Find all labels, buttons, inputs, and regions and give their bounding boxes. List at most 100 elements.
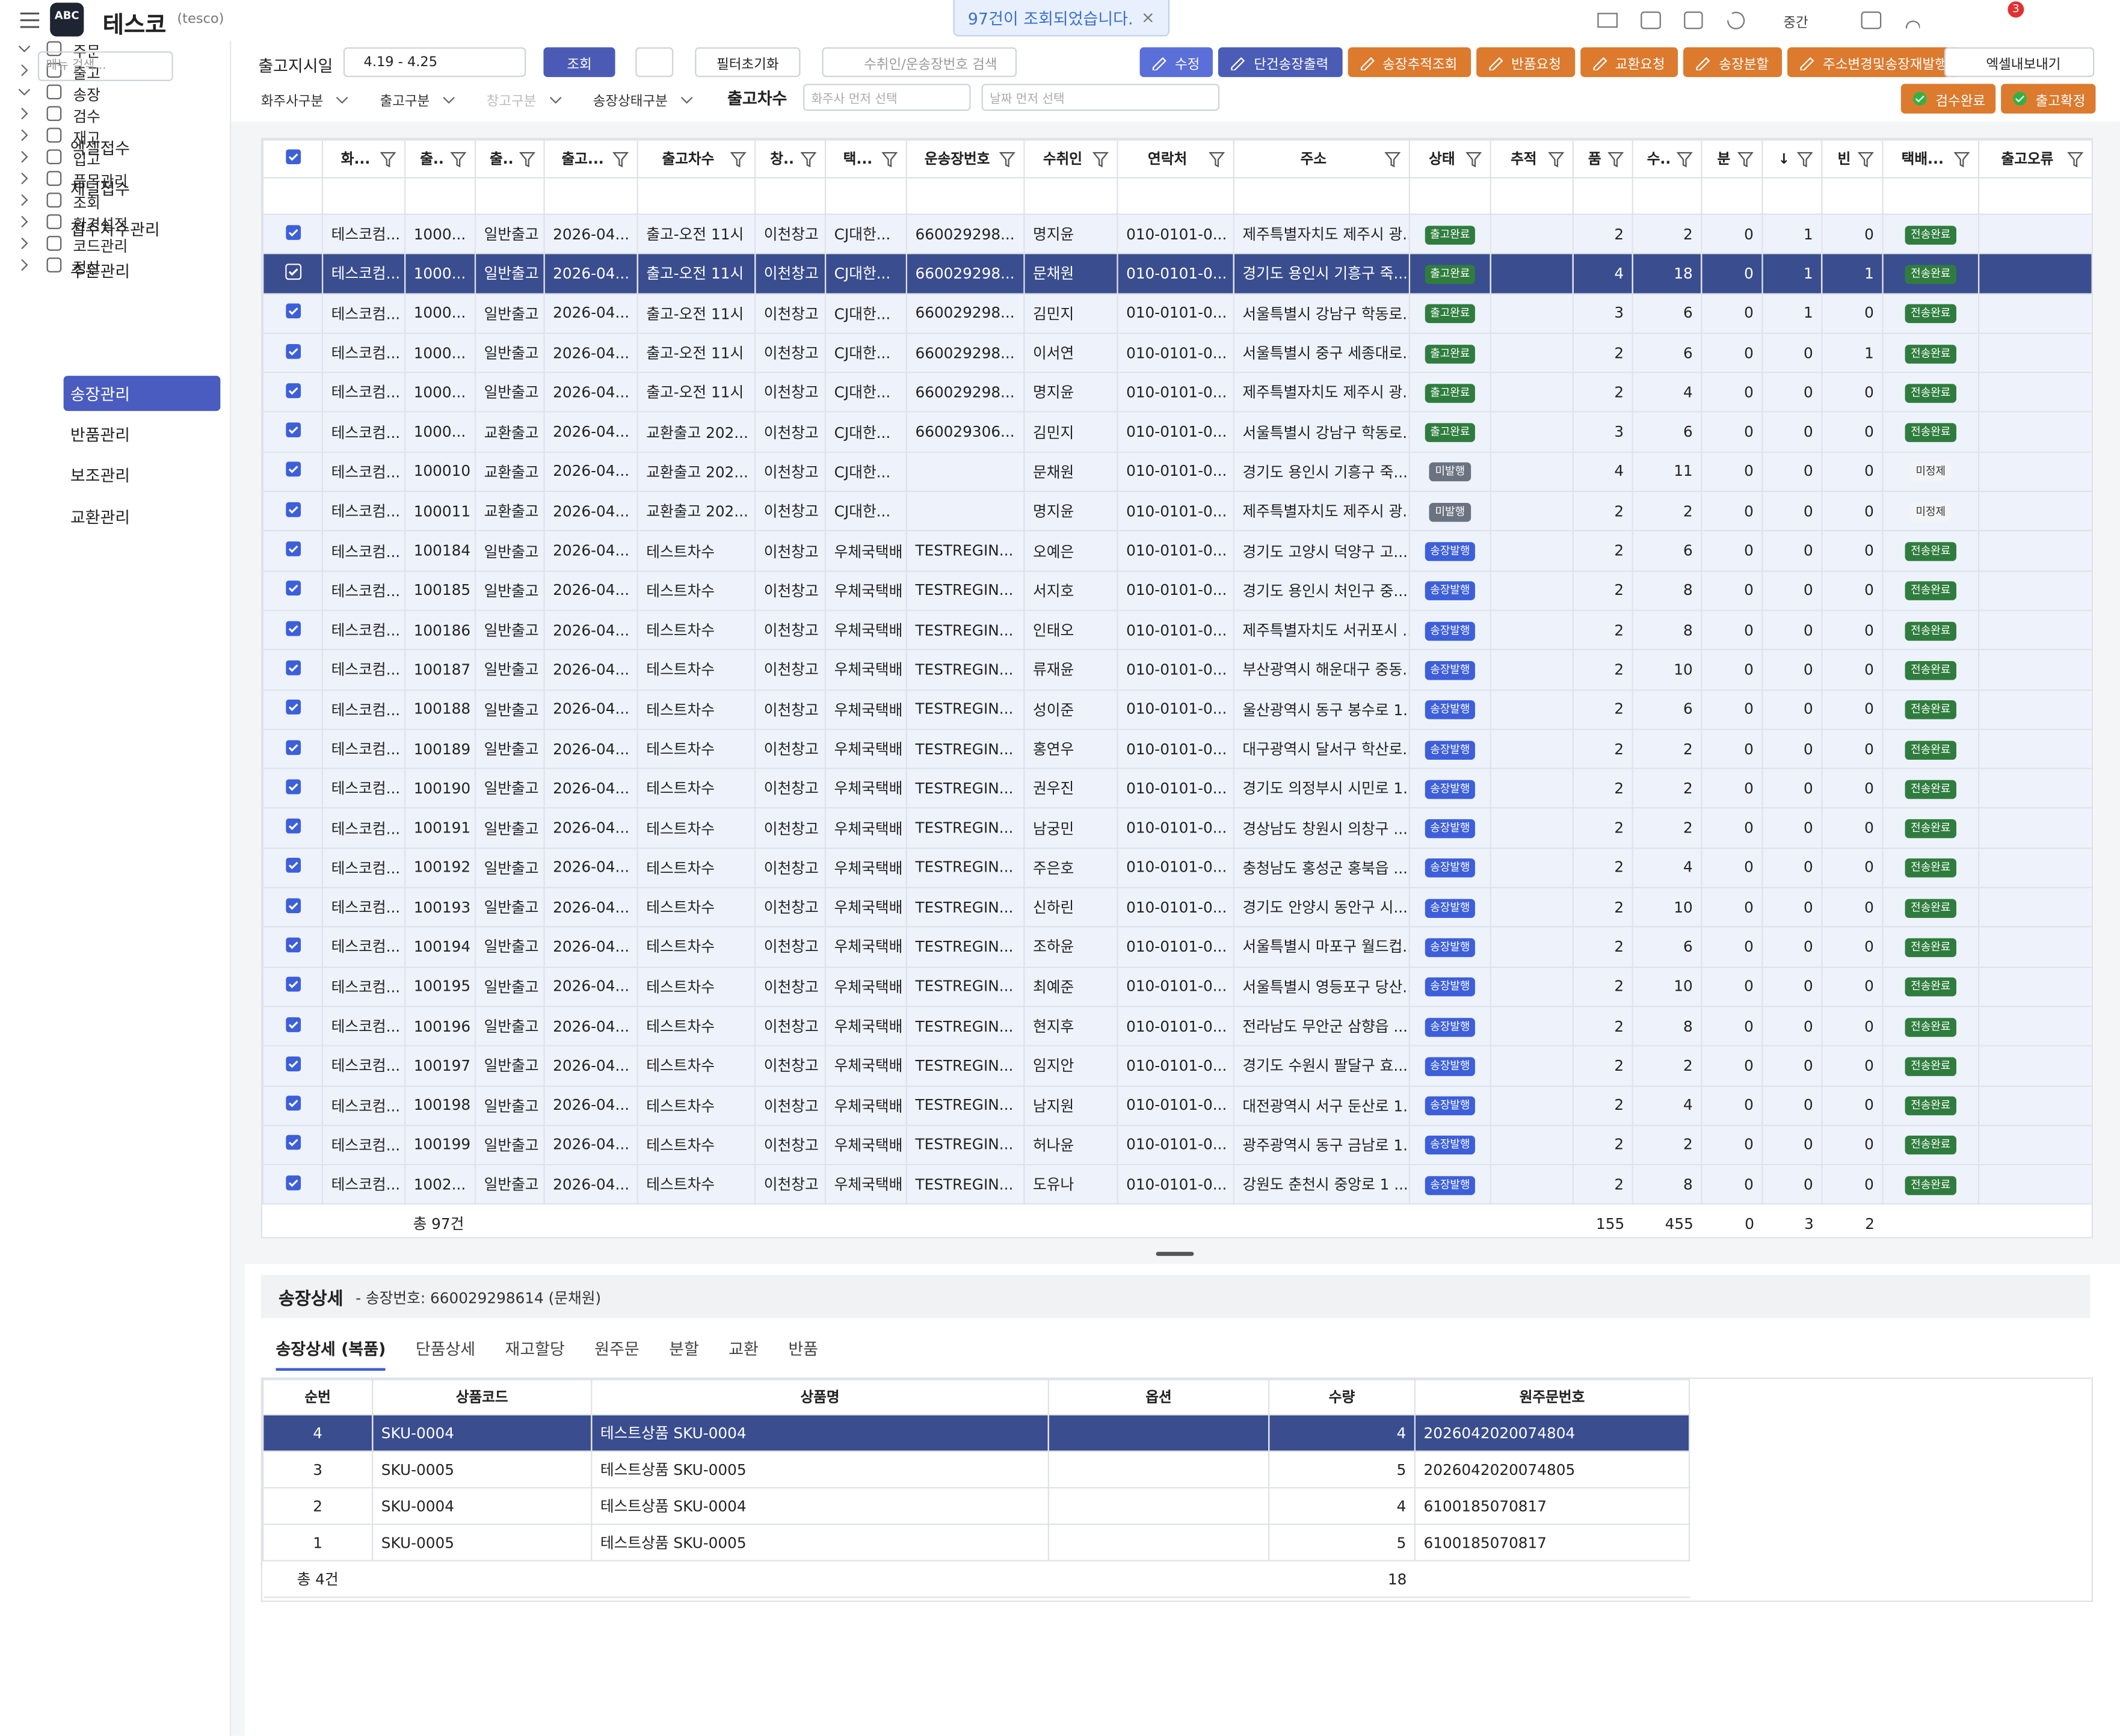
dropdown-icon[interactable] <box>547 91 563 108</box>
filter-icon[interactable] <box>881 151 898 167</box>
checkbox[interactable] <box>285 1016 301 1032</box>
column-header[interactable]: 추적 <box>1490 139 1574 179</box>
grid-row[interactable]: 테스코컴... 100199 일반출고 2026-04... 테스트차수 이천창고 우체국택… <box>262 1124 2092 1166</box>
row-checkbox[interactable] <box>262 253 324 295</box>
expand-icon[interactable] <box>16 214 32 230</box>
submenu-item[interactable]: 보조관리 <box>70 466 131 486</box>
row-checkbox[interactable] <box>262 1005 324 1047</box>
menu-icon[interactable] <box>46 84 62 100</box>
checkbox[interactable] <box>285 263 301 280</box>
dropdown-icon[interactable] <box>679 91 695 108</box>
filter-select[interactable]: 송장상태구분 <box>593 89 695 109</box>
menu-search[interactable]: 메뉴 검색... <box>37 51 173 81</box>
search-button[interactable]: 조회 <box>543 47 615 78</box>
submenu-item[interactable]: 채널접수 <box>70 180 131 199</box>
action-icon[interactable] <box>1911 91 1927 107</box>
row-checkbox[interactable] <box>262 887 324 928</box>
checkbox[interactable] <box>285 461 301 478</box>
logo[interactable]: ABC <box>50 2 84 37</box>
menu-icon[interactable] <box>46 62 62 78</box>
expand-icon[interactable] <box>16 105 32 122</box>
grid-row[interactable]: 테스코컴... 100189 일반출고 2026-04... 테스트차수 이천창고 우체국택… <box>262 728 2092 770</box>
column-header[interactable]: 수취인 <box>1023 139 1118 179</box>
detail-row[interactable]: 3 SKU-0005 테스트상품 SKU-0005 5 2026042020074805 <box>262 1450 1690 1489</box>
submenu-item[interactable]: 주문관리 <box>70 262 131 281</box>
expand-icon[interactable] <box>16 127 32 143</box>
refresh-button[interactable] <box>635 47 674 78</box>
column-header[interactable]: 출고차수 <box>636 139 756 179</box>
grid-row[interactable]: 테스코컴... 100188 일반출고 2026-04... 테스트차수 이천창고 우체국택… <box>262 689 2092 730</box>
menu-icon[interactable] <box>46 257 62 273</box>
batch-action-button[interactable]: 출고확정 <box>2001 84 2096 114</box>
splitter[interactable] <box>1156 1252 1194 1256</box>
expand-icon[interactable] <box>16 40 32 57</box>
row-checkbox[interactable] <box>262 490 324 532</box>
checkbox[interactable] <box>285 383 301 399</box>
column-header[interactable]: 상태 <box>1408 139 1491 179</box>
batch-action-button[interactable]: 검수완료 <box>1900 84 1996 114</box>
action-button[interactable]: 단건송장출력 <box>1218 47 1342 78</box>
column-header[interactable]: 화... <box>321 139 406 179</box>
filter-icon[interactable] <box>1465 151 1482 167</box>
filter-icon[interactable] <box>519 151 535 167</box>
grid-row[interactable]: 테스코컴... 1000... 일반출고 2026-04... 출고-오전 11시 이천창… <box>262 372 2092 413</box>
column-header[interactable]: 분 <box>1701 139 1763 179</box>
filter-icon[interactable] <box>1676 151 1693 167</box>
detail-row[interactable]: 4 SKU-0004 테스트상품 SKU-0004 4 2026042020074804 <box>262 1414 1690 1452</box>
checkbox[interactable] <box>285 501 301 517</box>
row-checkbox[interactable] <box>262 411 324 453</box>
tab[interactable]: 송장상세 (복품) <box>276 1337 386 1371</box>
grid-row[interactable]: 테스코컴... 1002... 일반출고 2026-04... 테스트차수 이천창고 우체국… <box>262 1164 2092 1205</box>
column-header[interactable]: 택배... <box>1882 139 1980 179</box>
checkbox[interactable] <box>285 660 301 676</box>
search-input[interactable]: 수취인/운송장번호 검색 <box>822 47 1017 78</box>
tab[interactable]: 반품 <box>788 1340 818 1359</box>
column-header[interactable]: 운송장번호 <box>905 139 1025 179</box>
checkbox[interactable] <box>285 858 301 874</box>
grid-row[interactable]: 테스코컴... 100011 교환출고 2026-04... 교환출고 202... 이천… <box>262 490 2092 532</box>
grid-row[interactable]: 테스코컴... 100195 일반출고 2026-04... 테스트차수 이천창고 우체국택… <box>262 966 2092 1008</box>
filter-icon[interactable] <box>1607 151 1624 167</box>
row-checkbox[interactable] <box>262 728 324 770</box>
menu-icon[interactable] <box>46 127 62 143</box>
menu-icon[interactable] <box>46 170 62 186</box>
menu-icon[interactable] <box>46 235 62 251</box>
menu-icon[interactable] <box>46 192 62 208</box>
filter-icon[interactable] <box>1384 151 1401 167</box>
checkbox[interactable] <box>285 303 301 319</box>
row-checkbox[interactable] <box>262 292 324 334</box>
menu-item[interactable]: 코드관리 <box>0 235 230 257</box>
grid-row[interactable]: 테스코컴... 100190 일반출고 2026-04... 테스트차수 이천창고 우체국택… <box>262 768 2092 809</box>
menu-icon[interactable] <box>46 105 62 122</box>
row-checkbox[interactable] <box>262 332 324 374</box>
grid-row[interactable]: 테스코컴... 100197 일반출고 2026-04... 테스트차수 이천창고 우체국택… <box>262 1045 2092 1086</box>
grid-row[interactable]: 테스코컴... 100186 일반출고 2026-04... 테스트차수 이천창고 우체국택… <box>262 609 2092 651</box>
grid-row[interactable]: 테스코컴... 100192 일반출고 2026-04... 테스트차수 이천창고 우체국택… <box>262 847 2092 888</box>
export-button[interactable]: 엑셀내보내기 <box>1944 47 2095 78</box>
grid-row[interactable]: 테스코컴... 100185 일반출고 2026-04... 테스트차수 이천창고 우체국택… <box>262 570 2092 611</box>
action-icon[interactable] <box>1151 54 1167 70</box>
checkbox[interactable] <box>285 422 301 438</box>
menu-item[interactable]: 환경설정 <box>0 214 230 235</box>
checkbox[interactable] <box>285 778 301 795</box>
action-icon[interactable] <box>2011 91 2027 107</box>
grid-row[interactable]: 테스코컴... 100193 일반출고 2026-04... 테스트차수 이천창고 우체국택… <box>262 887 2092 928</box>
action-icon[interactable] <box>1487 54 1503 70</box>
checkbox[interactable] <box>285 937 301 953</box>
icon[interactable] <box>1597 13 1618 28</box>
menu-item[interactable]: 송장 <box>0 84 230 105</box>
checkbox[interactable] <box>285 1174 301 1190</box>
column-header[interactable]: 수.. <box>1632 139 1702 179</box>
icon[interactable] <box>1727 11 1745 29</box>
row-checkbox[interactable] <box>262 1045 324 1086</box>
menu-icon[interactable] <box>46 214 62 230</box>
column-header[interactable]: 택... <box>824 139 908 179</box>
filter-select[interactable]: 출고구분 <box>380 89 457 109</box>
filter-icon[interactable] <box>1796 151 1813 167</box>
expand-icon[interactable] <box>16 62 32 78</box>
column-header[interactable]: 연락처 <box>1117 139 1234 179</box>
checkbox[interactable] <box>285 224 301 240</box>
checkbox[interactable] <box>285 1135 301 1151</box>
icon[interactable] <box>1905 20 1920 29</box>
submenu-item[interactable]: 접수차수관리 <box>70 221 160 240</box>
